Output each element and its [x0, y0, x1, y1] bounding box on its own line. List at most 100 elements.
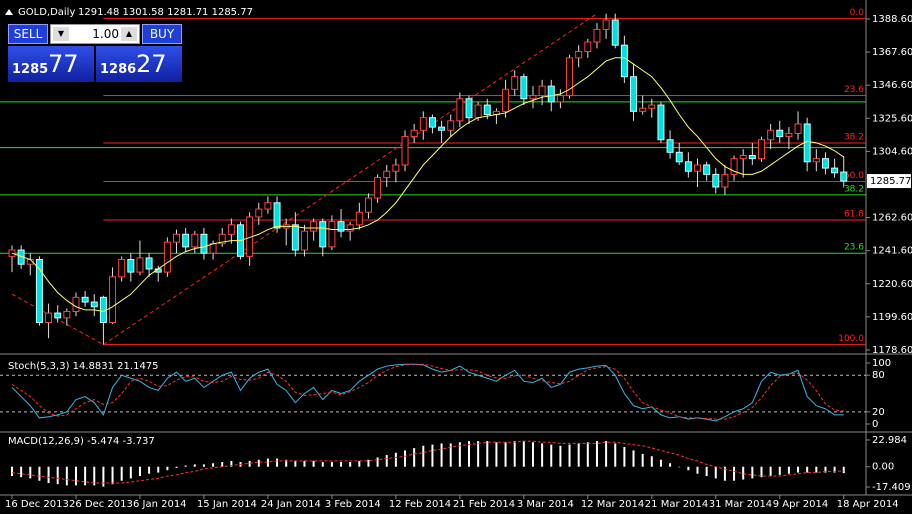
macd-bar — [202, 464, 205, 467]
fibo-label: 23.6 — [844, 243, 864, 253]
macd-bar — [787, 466, 790, 474]
macd-bar — [733, 466, 736, 481]
macd-bar — [614, 443, 617, 467]
macd-bar — [312, 460, 315, 467]
lot-down[interactable]: ▼ — [53, 27, 69, 41]
x-tick-label: 12 Feb 2014 — [389, 499, 451, 510]
candle-body — [547, 85, 555, 103]
macd-bar — [367, 459, 370, 467]
candle-body — [757, 139, 765, 160]
macd-bar — [257, 459, 260, 467]
symbol-icon — [5, 9, 13, 15]
price-tag-label: 1285.77 — [870, 176, 911, 187]
y-tick-label: 0.00 — [872, 462, 894, 473]
x-tick-label: 9 Apr 2014 — [773, 499, 828, 510]
macd-bar — [806, 466, 809, 473]
candle-body — [410, 129, 418, 138]
macd-signal — [11, 440, 844, 484]
x-tick-label: 21 Mar 2014 — [645, 499, 708, 510]
macd-bar — [93, 466, 96, 486]
macd-bar — [138, 466, 141, 477]
candle-body — [794, 123, 802, 134]
candle-body — [173, 233, 181, 243]
candle-body — [337, 221, 345, 232]
candle-body — [419, 117, 427, 131]
ask-box[interactable]: 1286 27 — [96, 46, 182, 82]
macd-bar — [56, 466, 59, 485]
candle-body — [584, 41, 592, 52]
fibo-label: 100.0 — [838, 334, 864, 344]
candle-body — [109, 276, 117, 324]
candle-body — [602, 19, 610, 30]
macd-bar — [559, 445, 562, 467]
x-tick-label: 3 Feb 2014 — [325, 499, 381, 510]
candle-body — [721, 173, 729, 188]
x-tick-label: 15 Jan 2014 — [197, 499, 257, 510]
candle-body — [666, 139, 674, 153]
macd-bar — [568, 444, 571, 467]
macd-bar — [129, 466, 132, 479]
candle-body — [182, 233, 190, 248]
candle-body — [310, 221, 318, 232]
candle-body — [200, 233, 208, 254]
buy-button[interactable]: BUY — [142, 24, 182, 44]
y-tick-label: 80 — [872, 370, 885, 381]
candle-body — [428, 117, 436, 128]
candle-body — [812, 158, 820, 163]
x-tick-label: 21 Feb 2014 — [453, 499, 515, 510]
bid-box[interactable]: 1285 77 — [8, 46, 94, 82]
candle-body — [840, 171, 848, 182]
lot-up[interactable]: ▲ — [121, 27, 137, 41]
macd-bar — [230, 460, 233, 467]
candle-body — [127, 258, 135, 273]
macd-bar — [120, 466, 123, 481]
macd-bar — [742, 466, 745, 480]
chart-title: GOLD,Daily — [18, 7, 75, 18]
macd-bar — [577, 443, 580, 467]
macd-bar — [760, 466, 763, 478]
macd-bar — [824, 466, 827, 473]
candle-body — [291, 224, 299, 251]
y-tick-label: 1262.60 — [872, 213, 912, 224]
macd-bar — [404, 450, 407, 467]
candle-body — [538, 85, 546, 97]
y-tick-label: 1346.60 — [872, 80, 912, 91]
macd-bar — [276, 458, 279, 467]
macd-bar — [221, 462, 224, 467]
macd-bar — [102, 466, 105, 487]
candle-body — [748, 154, 756, 160]
candle-body — [72, 296, 80, 313]
candle-body — [611, 19, 619, 46]
macd-bar — [486, 441, 489, 467]
candle-body — [81, 296, 89, 303]
macd-bar — [842, 466, 845, 474]
candle-body — [703, 164, 711, 175]
candle-body — [620, 44, 628, 78]
candle-body — [831, 167, 839, 174]
macd-bar — [468, 441, 470, 467]
macd-bar — [248, 460, 251, 467]
candle-body — [35, 258, 43, 324]
macd-bar — [440, 443, 443, 467]
y-tick-label: 22.984 — [872, 435, 907, 446]
macd-bar — [11, 466, 13, 477]
macd-title: MACD(12,26,9) -5.474 -3.737 — [8, 436, 155, 447]
macd-bar — [193, 464, 196, 467]
candle-body — [447, 120, 455, 131]
candle-body — [575, 50, 583, 59]
candle-body — [694, 164, 701, 172]
sell-button[interactable]: SELL — [8, 24, 48, 44]
macd-bar — [47, 466, 50, 484]
fibo-label: 38.2 — [844, 133, 864, 143]
lot-field[interactable]: ▼ 1.00 ▲ — [50, 24, 140, 44]
candle-body — [145, 257, 153, 270]
macd-bar — [303, 460, 306, 467]
candle-body — [529, 95, 537, 100]
macd-bar — [605, 441, 608, 467]
price-tag — [867, 174, 911, 189]
lot-value[interactable]: 1.00 — [92, 27, 119, 41]
macd-bar — [778, 466, 781, 475]
stoch-line — [11, 363, 844, 422]
trendline — [103, 13, 598, 346]
